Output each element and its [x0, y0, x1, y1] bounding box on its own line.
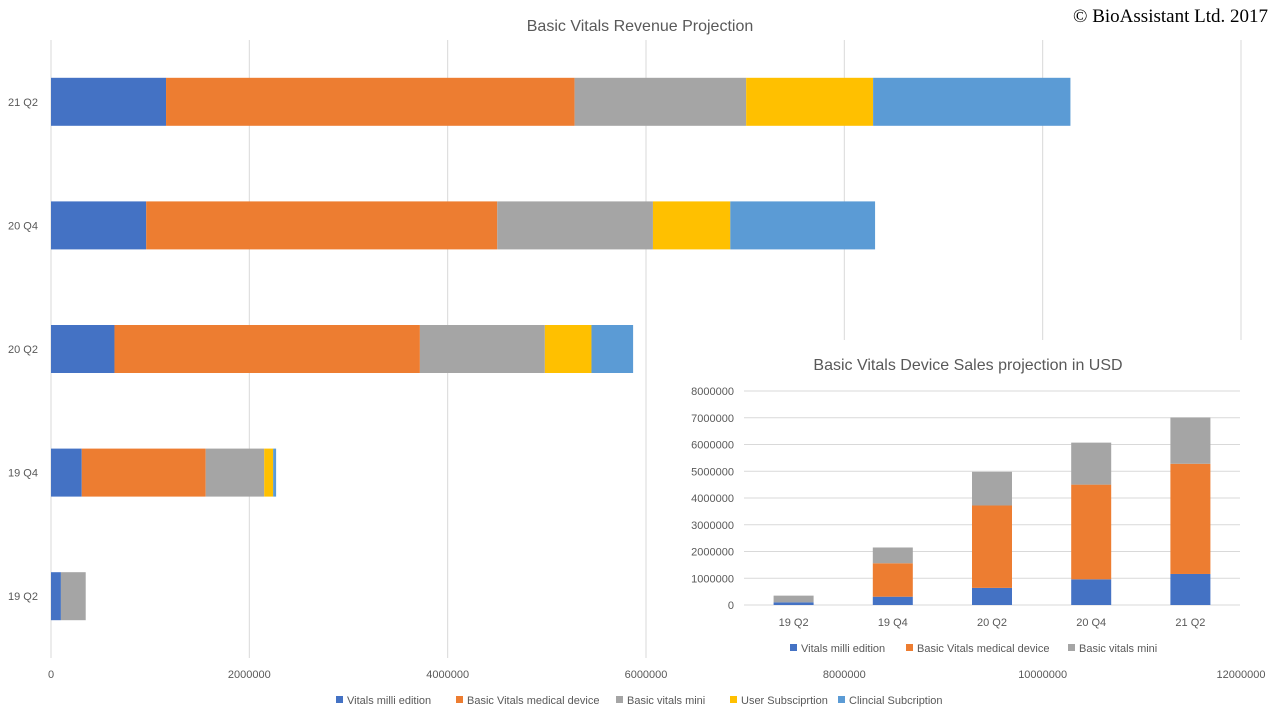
legend-swatch: [616, 696, 623, 703]
sales-bar-segment: [1071, 579, 1112, 605]
revenue-category-label: 19 Q2: [8, 591, 38, 603]
revenue-legend: Vitals milli edition Basic Vitals medical…: [336, 695, 943, 707]
revenue-x-tick-label: 8000000: [823, 669, 866, 681]
legend-swatch: [838, 696, 845, 703]
revenue-bar-segment: [51, 325, 115, 373]
revenue-bar-segment: [574, 77, 747, 126]
revenue-category-label: 19 Q4: [8, 468, 38, 480]
legend-swatch: [790, 644, 797, 651]
legend-item-label: User Subsciprtion: [741, 695, 828, 707]
sales-bar-segment: [1071, 442, 1112, 485]
revenue-bar-segment: [81, 448, 206, 497]
revenue-bar-segment: [652, 201, 731, 250]
revenue-x-tick-label: 2000000: [228, 669, 271, 681]
revenue-category-label: 20 Q4: [8, 220, 38, 232]
sales-y-tick-label: 7000000: [691, 413, 734, 425]
revenue-bar-segment: [746, 77, 874, 126]
legend-item-label: Basic vitals mini: [627, 695, 705, 707]
sales-y-tick-label: 8000000: [691, 386, 734, 398]
revenue-bar-segment: [114, 325, 420, 373]
revenue-x-tick-label: 0: [48, 669, 54, 681]
revenue-bar-segment: [264, 448, 274, 497]
sales-bar-segment: [773, 602, 814, 605]
sales-bar-segment: [872, 563, 913, 597]
sales-inset-chart: 0 1000000 2000000 3000000 4000000 5000000 6000…: [660, 340, 1258, 662]
sales-legend: Vitals milli edition Basic Vitals medical…: [790, 643, 1157, 655]
revenue-x-tick-label: 6000000: [625, 669, 668, 681]
sales-y-tick-label: 3000000: [691, 520, 734, 532]
legend-item-label: Basic vitals mini: [1079, 643, 1157, 655]
revenue-bar-segment: [51, 201, 147, 250]
revenue-category-label: 21 Q2: [8, 97, 38, 109]
sales-bar-segment: [1170, 573, 1211, 605]
revenue-bar-segment: [51, 77, 167, 126]
legend-item-label: Basic Vitals medical device: [467, 695, 599, 707]
sales-y-tick-label: 1000000: [691, 573, 734, 585]
sales-bar-segment: [972, 505, 1012, 588]
revenue-bar-segment: [273, 448, 277, 497]
revenue-bar-segment: [419, 325, 545, 373]
revenue-chart: 0 2000000 4000000 6000000 8000000 10000000 120…: [8, 18, 1265, 707]
sales-bar-segment: [972, 587, 1012, 605]
legend-swatch: [730, 696, 737, 703]
revenue-category-label: 20 Q2: [8, 344, 38, 356]
sales-y-tick-label: 4000000: [691, 493, 734, 505]
revenue-bar-segment: [60, 572, 86, 621]
legend-swatch: [906, 644, 913, 651]
revenue-chart-title: Basic Vitals Revenue Projection: [527, 18, 754, 35]
revenue-bar-segment: [497, 201, 653, 250]
revenue-x-tick-label: 10000000: [1018, 669, 1067, 681]
sales-category-label: 20 Q4: [1076, 617, 1106, 629]
sales-bar-segment: [773, 595, 814, 603]
revenue-bar-segment: [51, 448, 82, 497]
legend-item-label: Vitals milli edition: [347, 695, 431, 707]
legend-item-label: Vitals milli edition: [801, 643, 885, 655]
sales-bar-segment: [872, 547, 913, 564]
revenue-bar-segment: [591, 325, 634, 373]
sales-y-tick-label: 6000000: [691, 440, 734, 452]
legend-swatch: [456, 696, 463, 703]
sales-bar-segment: [1170, 417, 1211, 464]
legend-swatch: [1068, 644, 1075, 651]
legend-item-label: Basic Vitals medical device: [917, 643, 1049, 655]
sales-category-label: 19 Q2: [779, 617, 809, 629]
sales-bar-segment: [1071, 484, 1112, 580]
revenue-bar-segment: [205, 448, 265, 497]
legend-item-label: Clincial Subcription: [849, 695, 943, 707]
revenue-x-tick-label: 12000000: [1217, 669, 1266, 681]
sales-category-label: 21 Q2: [1175, 617, 1205, 629]
sales-y-tick-label: 0: [728, 600, 734, 612]
legend-swatch: [336, 696, 343, 703]
revenue-bar-segment: [544, 325, 592, 373]
revenue-bar-segment: [166, 77, 575, 126]
sales-bar-segment: [872, 596, 913, 605]
revenue-x-tick-label: 4000000: [426, 669, 469, 681]
inset-background: [660, 340, 1258, 662]
sales-bar-segment: [1170, 463, 1211, 574]
sales-bar-segment: [972, 471, 1012, 506]
revenue-bar-segment: [873, 77, 1071, 126]
sales-category-label: 19 Q4: [878, 617, 908, 629]
revenue-bar-segment: [730, 201, 876, 250]
revenue-bar-segment: [51, 572, 61, 621]
sales-chart-title: Basic Vitals Device Sales projection in …: [813, 357, 1122, 374]
copyright-text: © BioAssistant Ltd. 2017: [1073, 6, 1268, 27]
sales-y-tick-label: 5000000: [691, 466, 734, 478]
sales-y-tick-label: 2000000: [691, 547, 734, 559]
revenue-bar-segment: [146, 201, 498, 250]
sales-category-label: 20 Q2: [977, 617, 1007, 629]
